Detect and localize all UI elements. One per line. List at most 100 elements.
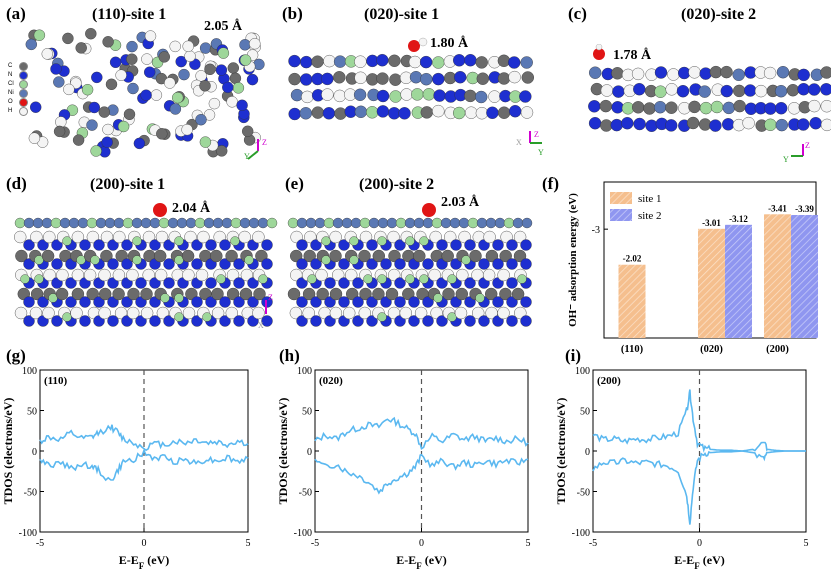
atom bbox=[464, 89, 477, 103]
atom bbox=[225, 249, 238, 263]
atom bbox=[499, 287, 512, 301]
atom bbox=[140, 287, 153, 301]
atom bbox=[219, 239, 231, 251]
dos-spin-down-line bbox=[314, 453, 529, 495]
atom bbox=[126, 306, 140, 320]
atom bbox=[160, 293, 170, 303]
atom bbox=[98, 106, 111, 118]
atom bbox=[37, 239, 49, 251]
atom bbox=[422, 88, 436, 101]
atom bbox=[786, 84, 800, 97]
atom bbox=[126, 40, 138, 53]
bar-value-label: -3.41 bbox=[768, 203, 787, 213]
atom bbox=[775, 118, 789, 132]
svg-text:Z: Z bbox=[262, 138, 267, 147]
atom bbox=[394, 277, 406, 289]
atom bbox=[15, 249, 28, 263]
atom bbox=[645, 119, 658, 132]
atom bbox=[588, 66, 602, 79]
atom bbox=[372, 249, 386, 263]
atom bbox=[307, 274, 317, 284]
dos-spin-up-line bbox=[314, 416, 529, 450]
atom bbox=[81, 83, 94, 96]
atom bbox=[507, 56, 521, 69]
atom bbox=[296, 258, 308, 270]
atom bbox=[28, 132, 41, 144]
atom bbox=[191, 258, 203, 270]
atom bbox=[240, 268, 254, 282]
y-tick-label: -100 bbox=[19, 528, 37, 539]
atom-legend-label: C bbox=[8, 63, 13, 69]
y-axis-label: TDOS (electrons/eV) bbox=[276, 398, 290, 505]
atom bbox=[400, 88, 413, 101]
atom bbox=[323, 217, 335, 229]
atom bbox=[352, 296, 364, 308]
atom bbox=[506, 239, 518, 251]
x-axis-label: E-EF (eV) bbox=[396, 553, 447, 571]
atom bbox=[807, 83, 821, 96]
atom bbox=[409, 71, 423, 84]
atom bbox=[322, 107, 336, 120]
y-tick-label: -100 bbox=[294, 528, 312, 539]
y-tick-label: 100 bbox=[22, 366, 37, 377]
atom bbox=[261, 258, 273, 270]
atom bbox=[253, 287, 266, 301]
atom bbox=[296, 217, 308, 229]
bar-site-1-0 bbox=[618, 264, 646, 338]
atom bbox=[611, 101, 624, 114]
atom bbox=[86, 230, 100, 244]
atom bbox=[210, 249, 223, 263]
bar-value-label: -3.01 bbox=[702, 218, 721, 228]
bar-value-label: -2.02 bbox=[623, 254, 642, 264]
atom bbox=[377, 217, 389, 229]
atom bbox=[633, 83, 646, 96]
atom bbox=[149, 315, 161, 327]
atom bbox=[14, 230, 27, 244]
axis-triad: Z X bbox=[258, 293, 273, 330]
atom bbox=[303, 249, 316, 263]
atom bbox=[184, 230, 197, 244]
atom bbox=[115, 69, 127, 81]
atom bbox=[599, 99, 612, 113]
atom bbox=[249, 38, 261, 50]
panel-title: (020)-site 1 bbox=[364, 6, 440, 23]
atom bbox=[121, 315, 133, 327]
atom bbox=[506, 258, 518, 270]
atom bbox=[302, 306, 315, 320]
atom bbox=[169, 103, 182, 115]
x-tick-label: 0 bbox=[419, 538, 424, 549]
atom bbox=[376, 89, 390, 103]
atom bbox=[478, 315, 490, 327]
bar-site-1-1 bbox=[698, 228, 725, 338]
atom bbox=[311, 106, 324, 119]
atom-legend-label: O bbox=[8, 99, 13, 105]
atom bbox=[29, 306, 43, 320]
atom bbox=[329, 287, 343, 301]
atom bbox=[205, 277, 217, 289]
atom bbox=[154, 268, 168, 282]
atom bbox=[352, 315, 364, 327]
atom bbox=[230, 236, 240, 246]
atom bbox=[394, 239, 406, 251]
atom bbox=[492, 258, 504, 270]
bar-site-2-1 bbox=[725, 224, 752, 338]
oxygen-adsorbate bbox=[422, 203, 436, 217]
atom bbox=[113, 230, 126, 244]
atom-color-swatch bbox=[19, 71, 28, 80]
atom bbox=[422, 296, 434, 308]
atom bbox=[478, 258, 490, 270]
atom bbox=[156, 306, 170, 320]
atom bbox=[653, 101, 667, 114]
atom bbox=[506, 315, 518, 327]
dos-spin-up-line bbox=[39, 424, 249, 452]
atom bbox=[41, 48, 53, 60]
legend-swatch bbox=[610, 209, 632, 221]
atom bbox=[181, 123, 193, 136]
atom bbox=[820, 83, 831, 96]
bond-distance-label: 1.78 Å bbox=[613, 48, 652, 63]
atom bbox=[205, 296, 217, 308]
atom bbox=[329, 230, 342, 244]
atom bbox=[239, 39, 251, 51]
